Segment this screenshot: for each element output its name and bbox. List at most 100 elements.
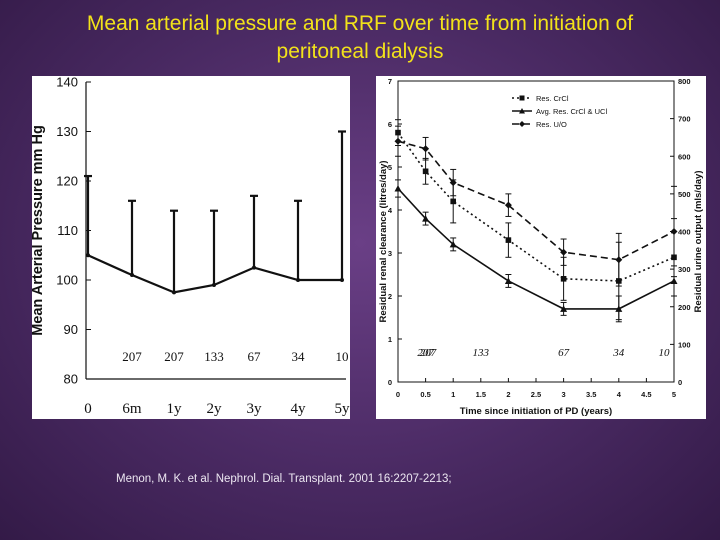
data-point bbox=[86, 253, 90, 258]
y-tick-label: 110 bbox=[57, 223, 78, 238]
x-tick-label: 3y bbox=[247, 401, 263, 417]
y2-tick-label: 500 bbox=[678, 190, 691, 199]
marker-diamond bbox=[449, 179, 457, 187]
marker-square bbox=[560, 276, 567, 282]
y2-tick-label: 200 bbox=[678, 303, 691, 312]
marker-square bbox=[505, 237, 512, 243]
y-axis-title: Mean Arterial Pressure mm Hg bbox=[32, 125, 46, 336]
y-tick-label: 100 bbox=[56, 273, 78, 288]
legend-label: Avg. Res. CrCl & UCl bbox=[536, 107, 607, 116]
y-axis-title: Residual renal clearance (litres/day) bbox=[378, 160, 389, 322]
data-point bbox=[252, 265, 256, 270]
n-label: 133 bbox=[204, 349, 224, 364]
y-tick-label: 6 bbox=[388, 120, 392, 129]
legend-marker bbox=[519, 121, 525, 127]
n-label: 207 bbox=[164, 349, 184, 364]
marker-triangle bbox=[560, 305, 568, 312]
y-tick-label: 0 bbox=[388, 378, 392, 387]
x-tick-label: 2 bbox=[506, 390, 510, 399]
marker-square bbox=[422, 168, 429, 175]
y2-tick-label: 0 bbox=[678, 378, 682, 387]
y-tick-label: 90 bbox=[64, 322, 78, 337]
y2-tick-label: 100 bbox=[678, 340, 691, 349]
marker-triangle bbox=[504, 277, 512, 284]
n-label: 34 bbox=[612, 347, 625, 359]
citation: Menon, M. K. et al. Nephrol. Dial. Trans… bbox=[116, 473, 452, 485]
y-tick-label: 5 bbox=[388, 163, 392, 172]
x-axis-title: Time since initiation of PD (years) bbox=[460, 406, 612, 417]
n-label: 10 bbox=[659, 347, 671, 359]
x-tick-label: 2y bbox=[207, 401, 223, 417]
slide-title: Mean arterial pressure and RRF over time… bbox=[0, 10, 720, 66]
marker-triangle bbox=[670, 277, 678, 284]
slide-title-line-1: Mean arterial pressure and RRF over time… bbox=[86, 12, 634, 35]
marker-diamond bbox=[615, 256, 623, 264]
marker-diamond bbox=[422, 145, 430, 153]
y2-axis-title: Residual urine output (mls/day) bbox=[693, 171, 704, 313]
marker-triangle bbox=[422, 215, 430, 222]
data-point bbox=[130, 273, 134, 278]
legend-label: Res. CrCl bbox=[536, 94, 569, 103]
y2-tick-label: 300 bbox=[678, 265, 691, 274]
y2-tick-label: 700 bbox=[678, 115, 691, 124]
x-tick-label: 1y bbox=[167, 401, 183, 417]
x-tick-label: 0 bbox=[396, 390, 400, 399]
y2-tick-label: 600 bbox=[678, 152, 691, 161]
x-tick-label: 4y bbox=[291, 401, 307, 417]
y-tick-label: 140 bbox=[56, 76, 78, 90]
marker-diamond bbox=[394, 137, 402, 145]
x-tick-label: 1 bbox=[451, 390, 455, 399]
n-label: 133 bbox=[473, 347, 490, 359]
y2-tick-label: 800 bbox=[678, 77, 691, 86]
x-tick-label: 0.5 bbox=[420, 390, 430, 399]
n-label: 207 bbox=[417, 347, 434, 359]
legend-label: Res. U/O bbox=[536, 120, 567, 129]
y-tick-label: 2 bbox=[388, 292, 392, 301]
data-point bbox=[296, 278, 300, 282]
x-tick-label: 2.5 bbox=[531, 390, 541, 399]
y-tick-label: 120 bbox=[56, 174, 78, 189]
y-tick-label: 80 bbox=[64, 372, 78, 387]
y-tick-label: 130 bbox=[56, 124, 78, 139]
series-line-0 bbox=[397, 132, 675, 282]
x-tick-label: 3.5 bbox=[586, 390, 596, 399]
y-tick-label: 3 bbox=[388, 249, 392, 258]
marker-diamond bbox=[670, 228, 678, 235]
n-label: 207 bbox=[420, 347, 437, 359]
series-line-1 bbox=[397, 187, 675, 310]
map-chart-panel: 140 130 120 110 100 90 80 Mean Arterial Pressur… bbox=[30, 75, 351, 419]
data-point bbox=[340, 278, 344, 282]
marker-triangle bbox=[449, 240, 457, 248]
y-tick-label: 4 bbox=[388, 206, 393, 215]
data-point bbox=[212, 282, 216, 287]
n-label: 207 bbox=[122, 349, 142, 364]
marker-triangle bbox=[394, 185, 402, 192]
n-label: 67 bbox=[558, 347, 570, 359]
y-tick-label: 7 bbox=[388, 77, 392, 86]
marker-square bbox=[450, 198, 456, 205]
n-label: 34 bbox=[292, 349, 306, 364]
series-line-2 bbox=[397, 140, 675, 261]
x-tick-label: 0 bbox=[84, 401, 92, 417]
x-tick-label: 4.5 bbox=[641, 390, 651, 399]
marker-diamond bbox=[560, 248, 568, 256]
y-tick-label: 1 bbox=[388, 335, 392, 344]
marker-triangle bbox=[615, 305, 623, 312]
x-tick-label: 4 bbox=[617, 390, 622, 399]
marker-diamond bbox=[504, 201, 512, 209]
y2-tick-label: 400 bbox=[678, 228, 691, 237]
slide-title-line-2: peritoneal dialysis bbox=[276, 40, 444, 63]
rrf-chart-panel: 0 1 2 3 4 5 6 7 0 100 200 300 400 500 600 700 800 0 0.5 1 1.… bbox=[376, 76, 706, 419]
data-point bbox=[172, 290, 176, 295]
n-label: 67 bbox=[248, 349, 262, 364]
x-tick-label: 3 bbox=[562, 390, 566, 399]
x-tick-label: 5y bbox=[335, 401, 351, 417]
legend-marker bbox=[519, 108, 525, 114]
x-tick-label: 5 bbox=[672, 390, 676, 399]
legend-marker bbox=[519, 95, 525, 101]
n-label: 10 bbox=[336, 349, 349, 364]
x-tick-label: 6m bbox=[122, 401, 142, 417]
x-tick-label: 1.5 bbox=[476, 390, 486, 399]
